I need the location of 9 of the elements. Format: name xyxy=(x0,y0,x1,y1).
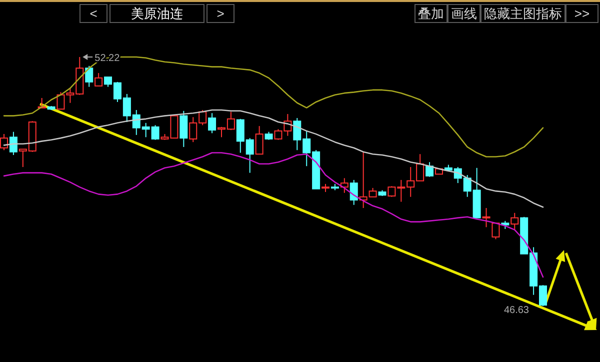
button: 隐藏主图指标 xyxy=(480,4,566,23)
button: 美原油连 xyxy=(110,4,204,23)
button: 叠加 xyxy=(414,4,448,23)
button: > xyxy=(206,4,234,23)
annotation: 46.63 xyxy=(504,305,530,316)
button: >> xyxy=(566,4,598,23)
button: 画线 xyxy=(448,4,480,23)
button: < xyxy=(80,4,108,23)
chart-title: 美原油连 xyxy=(131,6,183,21)
